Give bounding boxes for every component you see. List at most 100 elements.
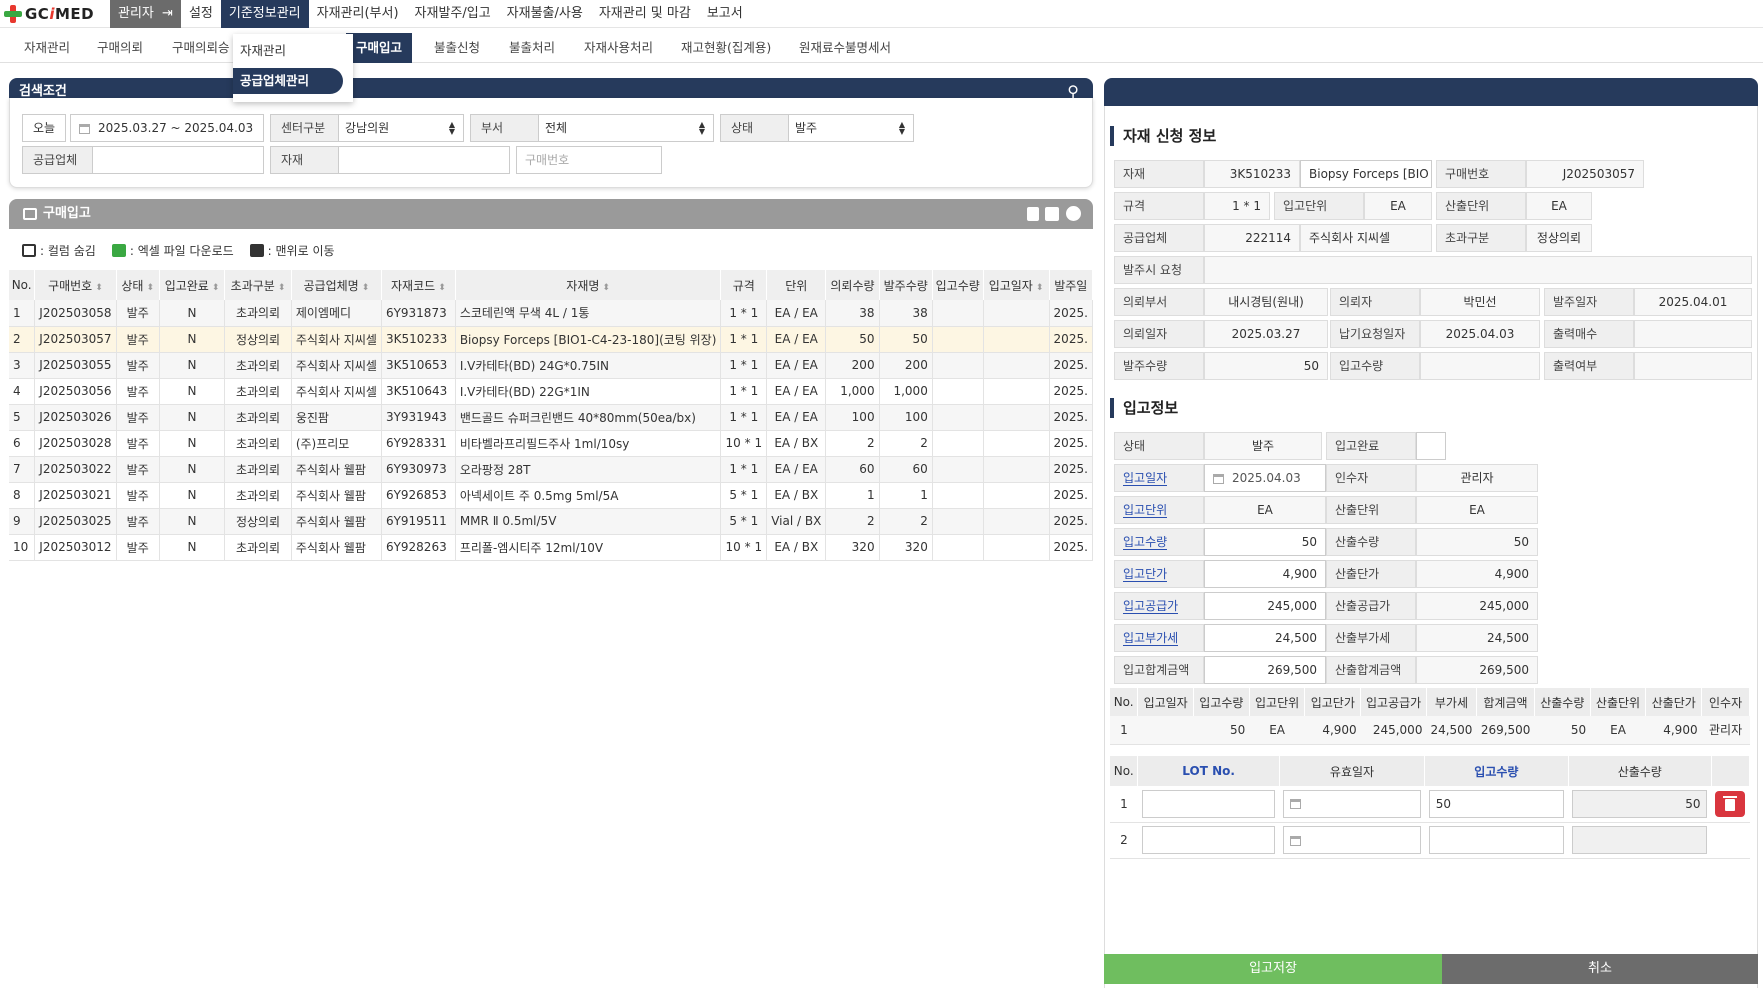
lot-row-no: 1 bbox=[1110, 786, 1138, 823]
table-cell: 3K510653 bbox=[381, 352, 456, 379]
today-button[interactable]: 오늘 bbox=[22, 114, 66, 142]
label-receiver: 인수자 bbox=[1326, 464, 1416, 492]
in-unit2[interactable]: EA bbox=[1204, 496, 1326, 524]
expiry-date-input[interactable] bbox=[1283, 789, 1421, 818]
table-cell: 제이엠메디 bbox=[291, 300, 382, 327]
table-row[interactable]: 5 J202503026 발주 N 초과의뢰 웅진팜 3Y931943 밴드골드 슈퍼크린밴드… bbox=[9, 404, 1094, 431]
dropdown-item-supplier[interactable]: 공급업체관리 bbox=[233, 68, 343, 94]
table-row[interactable]: 3 J202503055 발주 N 초과의뢰 주식회사 지씨셀 3K510653 I.V카테타… bbox=[9, 352, 1094, 379]
tab-issue-process[interactable]: 불출처리 bbox=[509, 40, 556, 55]
material-input[interactable]: 자재 bbox=[270, 146, 510, 174]
logout-icon[interactable]: ⇥ bbox=[162, 6, 173, 21]
date-range-input[interactable]: 2025.03.27 ~ 2025.04.03 bbox=[70, 114, 264, 142]
label-order-qty: 발주수량 bbox=[1114, 352, 1204, 380]
grid-col-header[interactable]: 발주일 bbox=[1049, 270, 1094, 300]
table-cell: 3 bbox=[9, 352, 36, 379]
sort-icon[interactable]: ⬍ bbox=[146, 282, 155, 293]
sort-icon[interactable]: ⬍ bbox=[277, 282, 286, 293]
grid-col-header[interactable]: 입고일자 ⬍ bbox=[983, 270, 1050, 300]
save-receive-button[interactable]: 입고저장 bbox=[1104, 954, 1442, 984]
section-request-info: 자재 신청 정보 bbox=[1110, 126, 1216, 146]
menu-master-data[interactable]: 기준정보관리 bbox=[220, 0, 309, 28]
grid-col-header[interactable]: 상태 ⬍ bbox=[116, 270, 160, 300]
sort-icon[interactable]: ⬍ bbox=[361, 282, 370, 293]
scroll-top-icon[interactable] bbox=[1045, 207, 1059, 221]
in-price-input[interactable]: 4,900 bbox=[1204, 560, 1326, 588]
table-cell: 3Y931943 bbox=[381, 404, 456, 431]
grid-col-header[interactable]: No. bbox=[9, 270, 36, 300]
done-checkbox[interactable] bbox=[1416, 432, 1446, 460]
tab-usage-process[interactable]: 자재사용처리 bbox=[584, 40, 654, 55]
sort-icon[interactable]: ⬍ bbox=[1035, 282, 1044, 293]
tab-issue-request[interactable]: 불출신청 bbox=[434, 40, 481, 55]
table-row[interactable]: 4 J202503056 발주 N 초과의뢰 주식회사 지씨셀 3K510643 I.V카테타… bbox=[9, 378, 1094, 405]
table-cell: 2 bbox=[825, 430, 880, 457]
sort-icon[interactable]: ⬍ bbox=[211, 282, 220, 293]
sort-icon[interactable]: ⬍ bbox=[602, 282, 610, 293]
table-row[interactable]: 10 J202503012 발주 N 초과의뢰 주식회사 웰팜 6Y928263 프리폴-엠시… bbox=[9, 534, 1094, 561]
excel-icon[interactable] bbox=[1027, 207, 1039, 221]
menu-closing[interactable]: 자재관리 및 마감 bbox=[598, 6, 691, 21]
search-icon[interactable]: ⚲ bbox=[1067, 82, 1079, 101]
in-supply-input[interactable]: 245,000 bbox=[1204, 592, 1326, 620]
tab-raw-material-statement[interactable]: 원재료수불명세서 bbox=[799, 40, 892, 55]
center-select[interactable]: 센터구분 강남의원 ▲ ▼ bbox=[270, 114, 464, 142]
menu-material-dept[interactable]: 자재관리(부서) bbox=[316, 6, 399, 21]
grid-col-header[interactable]: 자재명 ⬍ bbox=[455, 270, 722, 300]
menu-settings[interactable]: 설정 bbox=[188, 6, 213, 21]
supplier-input[interactable]: 공급업체 bbox=[22, 146, 264, 174]
dropdown-item-material[interactable]: 자재관리 bbox=[240, 43, 287, 58]
info-icon[interactable] bbox=[1066, 206, 1081, 221]
menu-order-receive[interactable]: 자재발주/입고 bbox=[414, 6, 491, 21]
table-cell: 50 bbox=[879, 326, 933, 353]
label-order-no: 구매번호 bbox=[1436, 160, 1526, 188]
table-cell: 초과의뢰 bbox=[224, 430, 292, 457]
tab-stock-status[interactable]: 재고현황(집계용) bbox=[681, 40, 772, 55]
table-row[interactable]: 2 J202503057 발주 N 정상의뢰 주식회사 지씨셀 3K510233 Biopsy… bbox=[9, 326, 1094, 353]
lot-no-input[interactable] bbox=[1141, 826, 1276, 854]
status-select[interactable]: 상태 발주 ▲ ▼ bbox=[720, 114, 914, 142]
grid-col-header[interactable]: 규격 bbox=[720, 270, 768, 300]
label-requester: 의뢰자 bbox=[1330, 288, 1420, 316]
lot-qty-input[interactable]: 50 bbox=[1428, 789, 1565, 818]
tab-purchase-request[interactable]: 구매의뢰 bbox=[97, 40, 144, 55]
grid-col-header[interactable]: 입고수량 bbox=[932, 270, 984, 300]
in-qty-input[interactable]: 50 bbox=[1204, 528, 1326, 556]
admin-menu[interactable]: 관리자 ⇥ bbox=[110, 0, 181, 28]
table-row[interactable]: 8 J202503021 발주 N 초과의뢰 주식회사 웰팜 6Y926853 아넥세이트 주… bbox=[9, 482, 1094, 509]
grid-col-header[interactable]: 공급업체명 ⬍ bbox=[291, 270, 382, 300]
expiry-date-input[interactable] bbox=[1283, 826, 1421, 854]
grid-col-header[interactable]: 의뢰수량 bbox=[825, 270, 880, 300]
trash-icon[interactable] bbox=[1715, 790, 1746, 817]
grid-col-header[interactable]: 자재코드 ⬍ bbox=[381, 270, 456, 300]
due-date: 2025.04.03 bbox=[1420, 320, 1540, 348]
cancel-button[interactable]: 취소 bbox=[1442, 954, 1758, 984]
table-row[interactable]: 7 J202503022 발주 N 초과의뢰 주식회사 웰팜 6Y930973 오라팡정 28… bbox=[9, 456, 1094, 483]
menu-report[interactable]: 보고서 bbox=[706, 6, 743, 21]
table-row[interactable]: 9 J202503025 발주 N 정상의뢰 주식회사 웰팜 6Y919511 MMR Ⅱ 0… bbox=[9, 508, 1094, 535]
in-date-input[interactable]: 2025.04.03 bbox=[1204, 464, 1326, 492]
grid-col-header[interactable]: 초과구분 ⬍ bbox=[224, 270, 292, 300]
search-box bbox=[9, 98, 1093, 188]
grid-col-header[interactable]: 구매번호 ⬍ bbox=[34, 270, 117, 300]
grid-col-header[interactable]: 단위 bbox=[766, 270, 827, 300]
lot-no-input[interactable] bbox=[1141, 789, 1276, 818]
table-row[interactable]: 1 J202503058 발주 N 초과의뢰 제이엠메디 6Y931873 스코테린액 무색 … bbox=[9, 300, 1094, 327]
order-no-input[interactable]: 구매번호 bbox=[516, 146, 662, 174]
label-in-qty2: 입고수량 bbox=[1114, 528, 1204, 556]
menu-issue-use[interactable]: 자재불출/사용 bbox=[506, 6, 583, 21]
grid-col-header[interactable]: 입고완료 ⬍ bbox=[159, 270, 226, 300]
tab-purchase-receive[interactable]: 구매입고 bbox=[346, 33, 413, 63]
tab-material-mgmt[interactable]: 자재관리 bbox=[24, 40, 71, 55]
table-row[interactable]: 6 J202503028 발주 N 초과의뢰 (주)프리모 6Y928331 비타벨라프리필드… bbox=[9, 430, 1094, 457]
table-cell bbox=[932, 378, 984, 405]
logo[interactable]: GC i MED bbox=[4, 4, 94, 24]
in-vat-input[interactable]: 24,500 bbox=[1204, 624, 1326, 652]
lot-qty-input[interactable] bbox=[1428, 826, 1565, 854]
grid-col-header[interactable]: 발주수량 bbox=[879, 270, 933, 300]
table-cell: 60 bbox=[879, 456, 933, 483]
sort-icon[interactable]: ⬍ bbox=[95, 282, 103, 293]
tab-purchase-approval[interactable]: 구매의뢰승 bbox=[172, 40, 230, 55]
dept-select[interactable]: 부서 전체 ▲ ▼ bbox=[470, 114, 714, 142]
sort-icon[interactable]: ⬍ bbox=[438, 282, 446, 293]
